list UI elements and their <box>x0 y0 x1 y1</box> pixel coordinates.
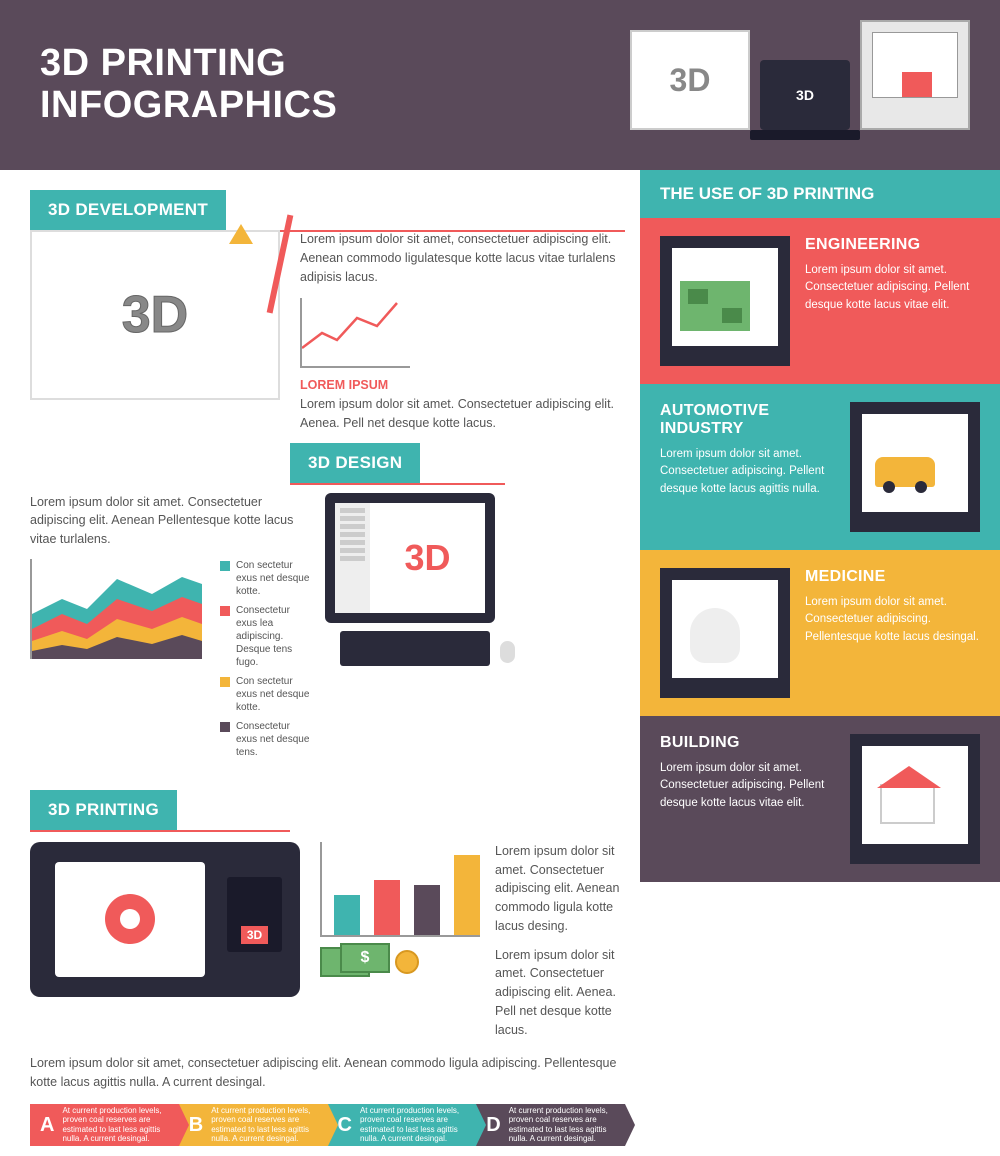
bottom-paragraph: Lorem ipsum dolor sit amet, consectetuer… <box>30 1054 625 1092</box>
ribbon-segment: D At current production levels, proven co… <box>476 1104 625 1146</box>
eng-printer-icon <box>660 236 790 366</box>
printer-icon <box>860 20 970 130</box>
auto-printer-icon <box>850 402 980 532</box>
use-title: BUILDING <box>660 734 835 752</box>
use-text: Lorem ipsum dolor sit amet. Consectetuer… <box>660 760 835 812</box>
header: 3D PRINTING INFOGRAPHICS 3D 3D <box>0 0 1000 170</box>
bar <box>374 880 400 935</box>
printing-bar-chart <box>320 842 480 937</box>
ruler-icon <box>229 224 253 244</box>
title-line-1: 3D PRINTING <box>40 43 337 85</box>
ribbon-text: At current production levels, proven coa… <box>62 1106 168 1144</box>
ribbon-text: At current production levels, proven coa… <box>360 1106 466 1144</box>
legend-swatch <box>220 606 230 616</box>
legend-item: Con sectetur exus net desque kotte. <box>220 675 310 714</box>
design-area-chart <box>30 559 200 659</box>
ribbon-segment: A At current production levels, proven co… <box>30 1104 179 1146</box>
ribbon-letter: C <box>338 1113 352 1137</box>
legend-item: Consectetur exus net desque tens. <box>220 720 310 759</box>
uses-header: THE USE OF 3D PRINTING <box>640 170 1000 218</box>
development-line-chart <box>300 298 410 368</box>
use-title: ENGINEERING <box>805 236 980 254</box>
legend-text: Con sectetur exus net desque kotte. <box>236 559 310 598</box>
printing-paragraph: Lorem ipsum dolor sit amet. Consectetuer… <box>495 842 625 936</box>
ribbon-text: At current production levels, proven coa… <box>509 1106 615 1144</box>
keyboard-icon <box>340 631 490 666</box>
large-printer-icon: 3D <box>30 842 300 997</box>
sketch-board-icon: 3D <box>630 30 750 130</box>
legend-text: Con sectetur exus net desque kotte. <box>236 675 310 714</box>
bar <box>334 895 360 935</box>
bottom-ribbon: A At current production levels, proven co… <box>30 1104 625 1146</box>
design-paragraph: Lorem ipsum dolor sit amet. Consectetuer… <box>30 493 310 549</box>
development-label: 3D DEVELOPMENT <box>30 190 226 230</box>
legend-item: Consectetur exus lea adipiscing. Desque … <box>220 604 310 669</box>
ribbon-letter: D <box>486 1113 500 1137</box>
use-title: MEDICINE <box>805 568 980 586</box>
ribbon-segment: B At current production levels, proven co… <box>179 1104 328 1146</box>
development-text: Lorem ipsum dolor sit amet, consectetuer… <box>300 230 625 433</box>
legend-swatch <box>220 561 230 571</box>
header-illustration: 3D 3D <box>630 20 970 130</box>
use-text: Lorem ipsum dolor sit amet. Consectetuer… <box>660 446 835 498</box>
title-line-2: INFOGRAPHICS <box>40 85 337 127</box>
use-block-auto: AUTOMOTIVE INDUSTRY Lorem ipsum dolor sit… <box>640 384 1000 550</box>
gear-icon <box>105 894 155 944</box>
use-block-build: BUILDING Lorem ipsum dolor sit amet. Cons… <box>640 716 1000 882</box>
bar <box>454 855 480 935</box>
med-printer-icon <box>660 568 790 698</box>
bar <box>414 885 440 935</box>
page-title: 3D PRINTING INFOGRAPHICS <box>40 43 337 127</box>
ribbon-segment: C At current production levels, proven co… <box>328 1104 477 1146</box>
legend-item: Con sectetur exus net desque kotte. <box>220 559 310 598</box>
ribbon-letter: B <box>189 1113 203 1137</box>
build-printer-icon <box>850 734 980 864</box>
laptop-icon: 3D <box>760 60 850 130</box>
legend-text: Consectetur exus net desque tens. <box>236 720 310 759</box>
money-icon <box>320 947 480 977</box>
use-title: AUTOMOTIVE INDUSTRY <box>660 402 835 438</box>
use-text: Lorem ipsum dolor sit amet. Consectetuer… <box>805 594 980 646</box>
design-legend: Con sectetur exus net desque kotte. Conse… <box>220 559 310 765</box>
use-block-eng: ENGINEERING Lorem ipsum dolor sit amet. C… <box>640 218 1000 384</box>
legend-swatch <box>220 677 230 687</box>
use-block-med: MEDICINE Lorem ipsum dolor sit amet. Cons… <box>640 550 1000 716</box>
development-sketch-icon: 3D <box>30 230 280 400</box>
pencil-icon <box>267 214 294 313</box>
printing-paragraph-2: Lorem ipsum dolor sit amet. Consectetuer… <box>495 946 625 1040</box>
printing-label: 3D PRINTING <box>30 790 177 830</box>
design-label: 3D DESIGN <box>290 443 420 483</box>
ribbon-text: At current production levels, proven coa… <box>211 1106 317 1144</box>
computer-icon: 3D <box>325 493 505 765</box>
use-text: Lorem ipsum dolor sit amet. Consectetuer… <box>805 262 980 314</box>
legend-swatch <box>220 722 230 732</box>
legend-text: Consectetur exus lea adipiscing. Desque … <box>236 604 310 669</box>
ribbon-letter: A <box>40 1113 54 1137</box>
